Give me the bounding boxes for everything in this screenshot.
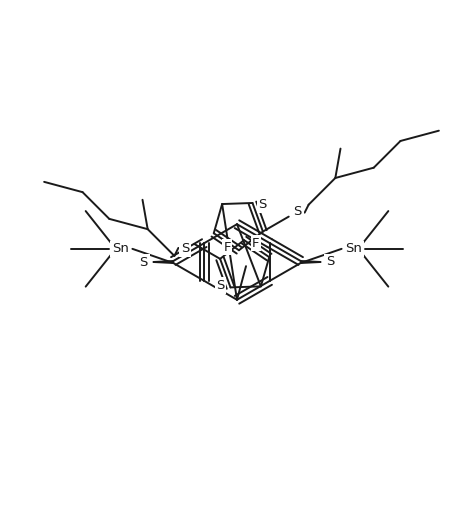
Text: S: S [216, 279, 225, 292]
Text: F: F [252, 237, 260, 249]
Text: Sn: Sn [345, 242, 362, 255]
Text: S: S [326, 256, 335, 268]
Text: S: S [293, 205, 302, 218]
Text: F: F [223, 241, 231, 254]
Text: Sn: Sn [112, 242, 129, 255]
Text: S: S [139, 256, 148, 268]
Text: S: S [181, 243, 190, 255]
Text: S: S [258, 199, 267, 212]
